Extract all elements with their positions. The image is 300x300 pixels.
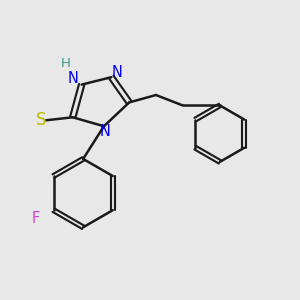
Text: S: S	[36, 111, 46, 129]
Text: N: N	[100, 124, 111, 139]
Text: F: F	[32, 211, 40, 226]
Text: N: N	[111, 64, 122, 80]
Text: N: N	[67, 71, 78, 86]
Text: H: H	[60, 57, 70, 70]
